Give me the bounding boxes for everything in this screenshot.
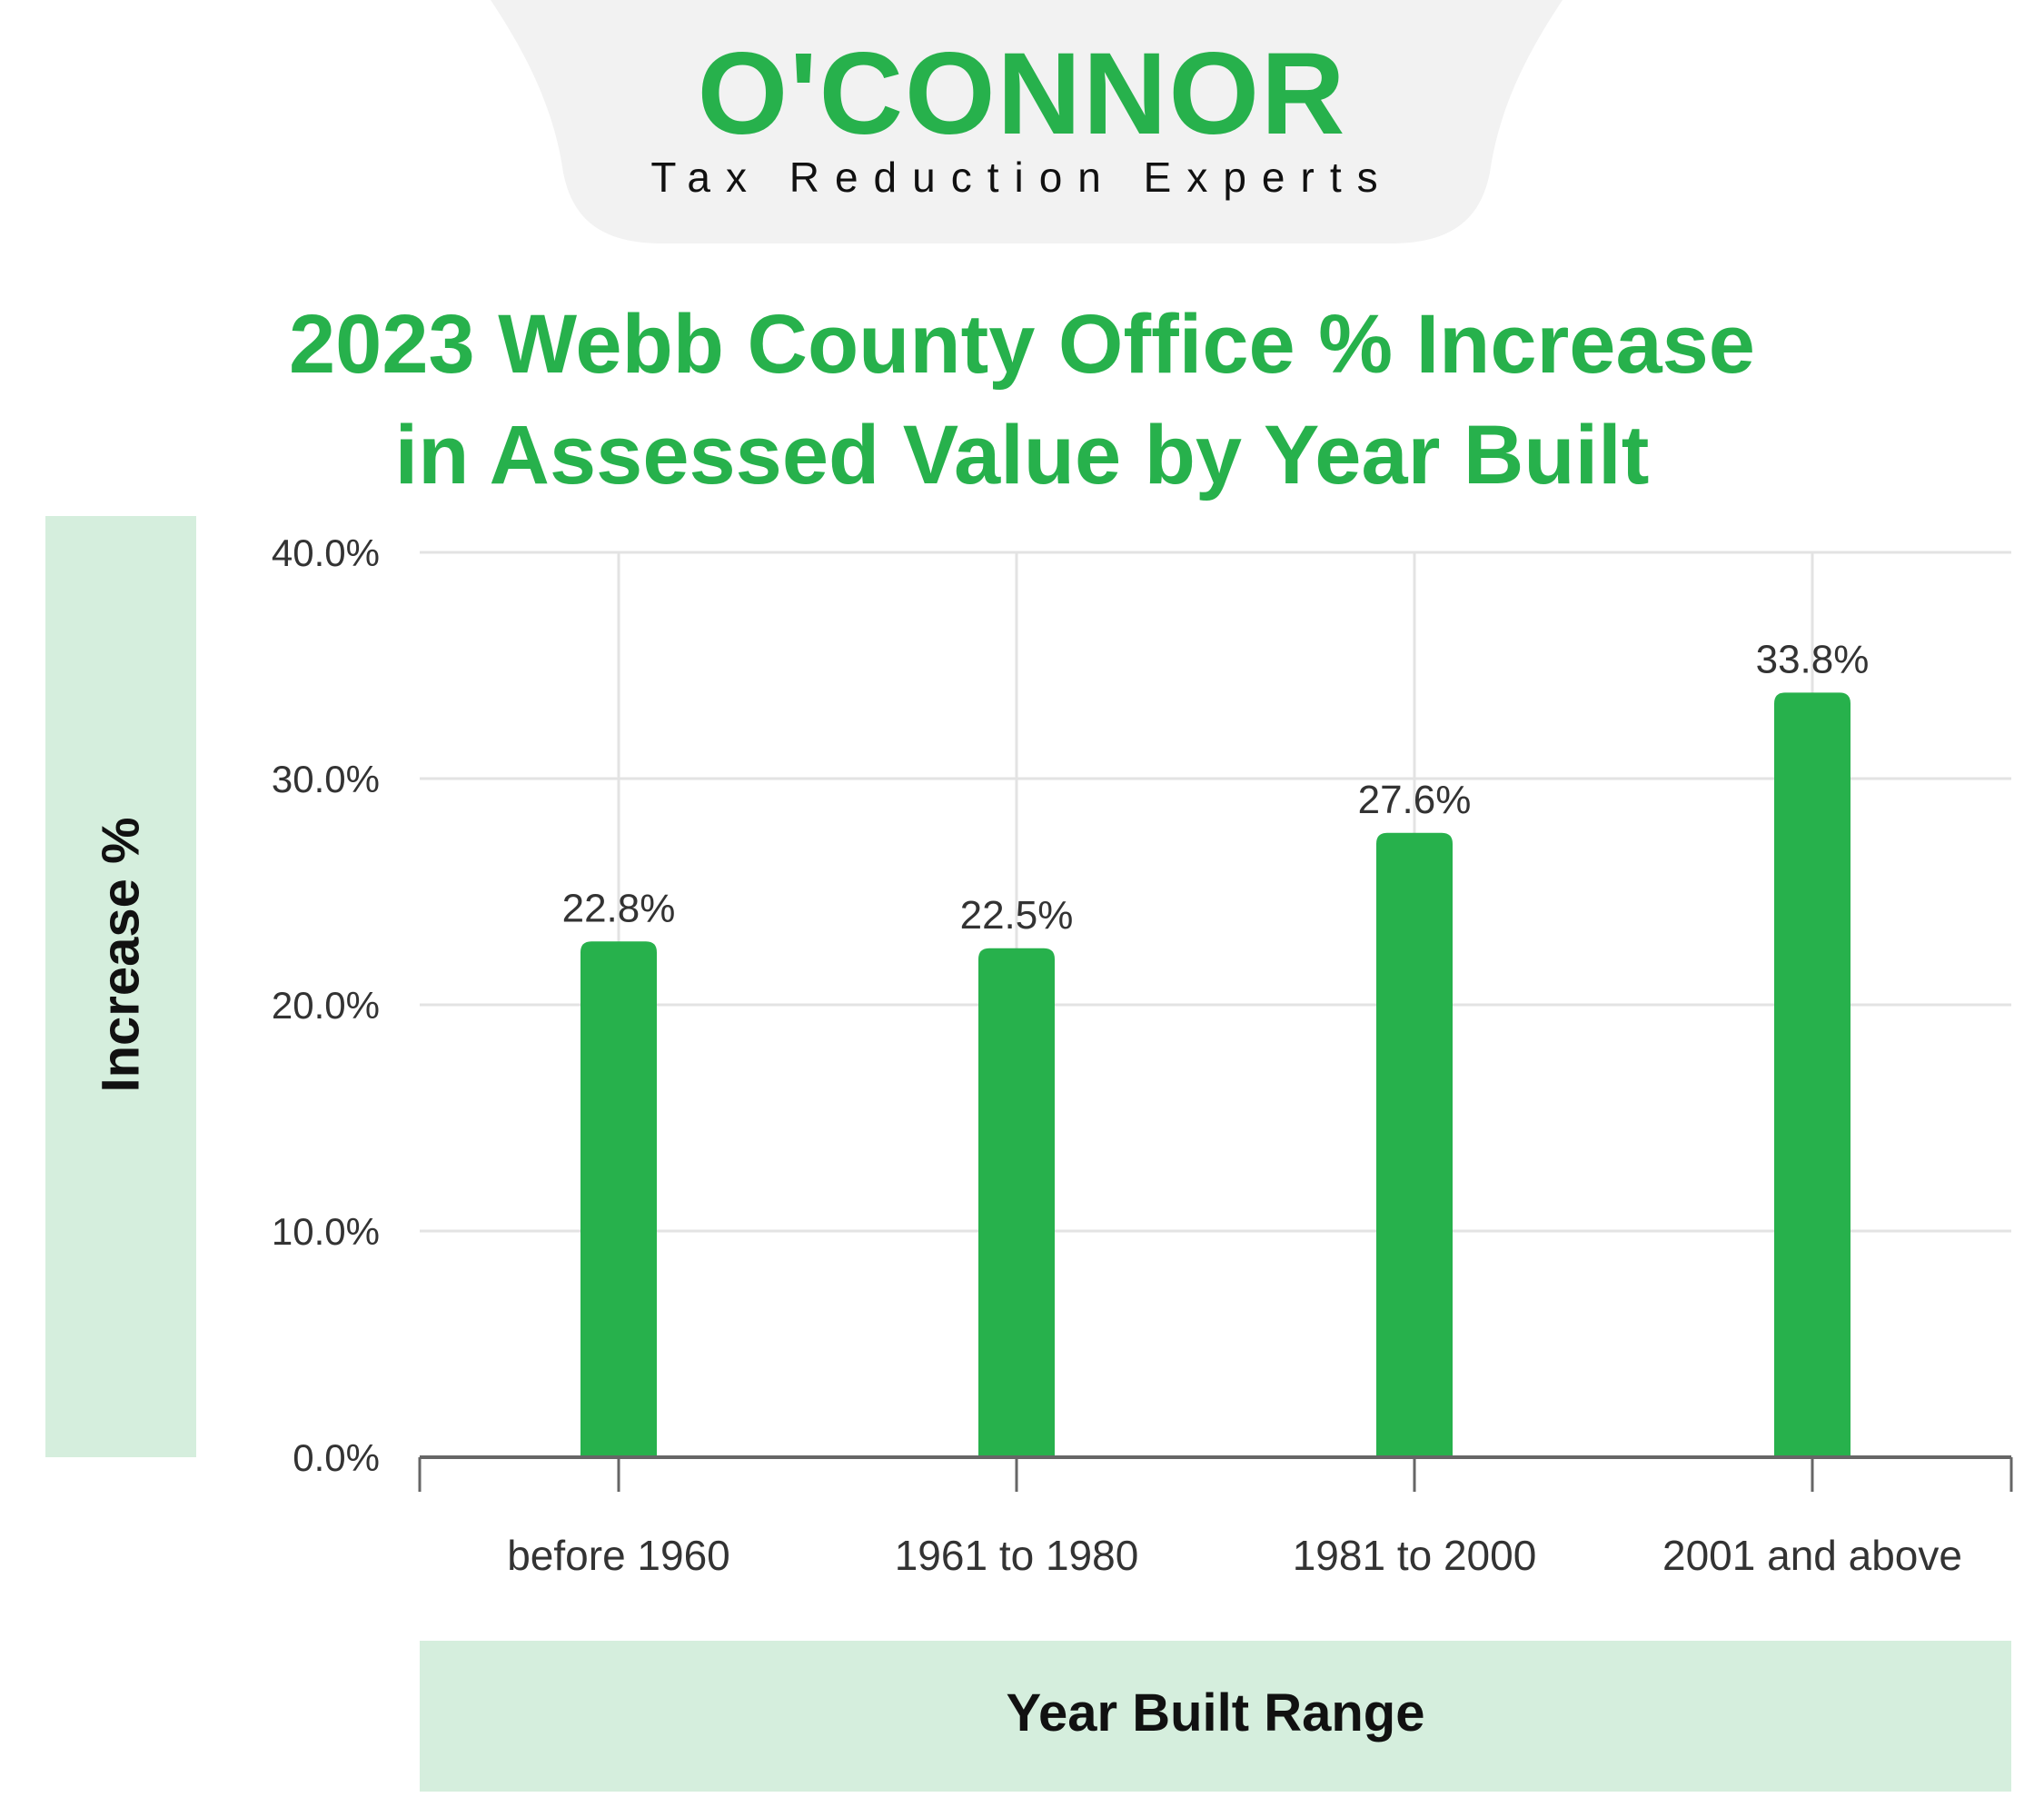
bar	[580, 941, 657, 1457]
chart-title-line-1: 2023 Webb County Office % Increase	[289, 298, 1755, 391]
labels: 0.0% 10.0% 20.0% 30.0% 40.0% 22.8% before 1960…	[272, 531, 1962, 1579]
bar	[1376, 832, 1453, 1457]
bar-value-label: 22.8%	[562, 886, 676, 930]
bar-value-label: 22.5%	[960, 893, 1074, 938]
x-tick-label: 2001 and above	[1662, 1532, 1962, 1579]
gridlines	[420, 551, 2011, 1457]
bar-value-label: 27.6%	[1358, 778, 1472, 822]
y-tick-label: 30.0%	[272, 758, 380, 800]
chart-title: 2023 Webb County Office % Increase in As…	[136, 289, 1908, 511]
bars	[580, 692, 1851, 1457]
bar-value-label: 33.8%	[1756, 637, 1870, 681]
x-tick-label: 1981 to 2000	[1293, 1532, 1537, 1579]
bar	[978, 948, 1055, 1457]
y-axis-label-panel	[45, 516, 196, 1457]
axes	[418, 1455, 2013, 1492]
chart-title-line-2: in Assessed Value by Year Built	[394, 409, 1650, 501]
y-tick-label: 40.0%	[272, 531, 380, 574]
brand-logo-name: O'CONNOR	[697, 29, 1347, 159]
x-tick-label: 1961 to 1980	[895, 1532, 1139, 1579]
y-tick-label: 0.0%	[293, 1436, 380, 1479]
brand-tagline: Tax Reduction Experts	[650, 154, 1394, 201]
x-tick-label: before 1960	[507, 1532, 730, 1579]
y-tick-label: 20.0%	[272, 984, 380, 1027]
x-axis-label: Year Built Range	[1006, 1683, 1425, 1743]
bar	[1774, 692, 1851, 1457]
x-axis-label-panel	[420, 1641, 2011, 1792]
logo-background-tab	[491, 0, 1563, 243]
y-tick-label: 10.0%	[272, 1210, 380, 1253]
